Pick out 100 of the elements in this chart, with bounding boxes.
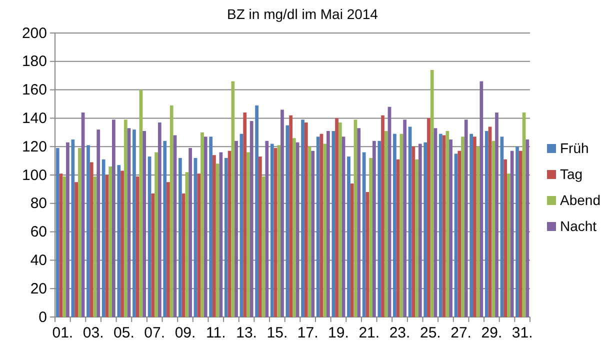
bar	[62, 176, 66, 317]
bar	[289, 115, 292, 317]
bar	[56, 148, 60, 317]
bar	[96, 130, 100, 317]
y-tick-label: 40	[30, 252, 47, 269]
bar	[250, 121, 254, 317]
bar	[418, 144, 422, 317]
x-tick-label: 05.	[114, 324, 134, 342]
bar	[154, 152, 158, 317]
x-tick-label: 01.	[52, 324, 74, 342]
bar	[301, 120, 304, 317]
bar	[518, 150, 522, 317]
bar	[188, 148, 192, 317]
bar	[136, 176, 140, 317]
legend-label: Abend	[560, 192, 600, 208]
x-tick-label: 25.	[420, 324, 441, 342]
bar	[347, 156, 350, 317]
bar	[66, 142, 70, 317]
bar	[393, 134, 396, 317]
bar	[369, 158, 372, 317]
bar	[185, 172, 189, 317]
bar	[326, 130, 330, 317]
bar	[357, 128, 361, 317]
bar	[484, 130, 488, 317]
bar	[212, 155, 216, 317]
x-tick-label: 09.	[174, 324, 196, 342]
bar	[510, 150, 514, 317]
bar	[231, 81, 235, 317]
x-tick-label: 11.	[206, 324, 226, 342]
x-tick-label: 19.	[328, 324, 349, 342]
legend-label: Nacht	[560, 218, 597, 234]
y-tick-label: 80	[30, 195, 47, 212]
bar	[71, 140, 75, 317]
bar	[427, 118, 430, 317]
bar	[265, 140, 269, 317]
bar	[255, 105, 258, 317]
bar	[74, 182, 78, 317]
y-tick-label: 0	[38, 308, 47, 326]
bar	[372, 140, 376, 317]
bar	[470, 134, 473, 317]
bar	[234, 140, 238, 317]
bar	[461, 136, 464, 317]
chart-title: BZ in mg/dl im Mai 2014	[227, 6, 378, 22]
bar	[132, 130, 136, 317]
bar	[170, 105, 174, 317]
bar	[158, 122, 162, 317]
bar	[90, 162, 94, 317]
bar	[151, 193, 155, 317]
y-tick-label: 160	[22, 82, 47, 99]
bar	[449, 140, 452, 317]
bar	[492, 140, 496, 317]
y-tick-label: 180	[22, 53, 47, 70]
bar	[396, 159, 400, 317]
bar	[142, 130, 146, 317]
bar	[384, 130, 388, 317]
bar	[504, 159, 508, 317]
bar	[258, 156, 262, 317]
bar	[112, 120, 116, 317]
bar	[277, 145, 281, 317]
bar	[366, 192, 370, 317]
bar	[316, 136, 320, 317]
bar	[526, 140, 530, 317]
bar	[430, 70, 434, 317]
bar	[403, 120, 406, 317]
bar	[120, 170, 124, 317]
bar	[412, 146, 416, 317]
bar	[350, 184, 354, 317]
bar	[243, 112, 247, 317]
bar	[166, 182, 170, 317]
bar	[480, 81, 484, 317]
y-tick-label: 120	[22, 138, 47, 156]
bar	[323, 144, 327, 317]
bar	[332, 130, 336, 317]
bar	[78, 148, 82, 317]
y-tick-label: 200	[22, 24, 47, 42]
legend-label: Früh	[560, 140, 589, 156]
x-tick-label: 07.	[144, 324, 166, 342]
bar	[246, 152, 250, 317]
x-tick-label: 13.	[236, 324, 257, 342]
bar	[209, 136, 213, 317]
x-tick-label: 21.	[358, 324, 380, 342]
bar	[216, 164, 220, 317]
bar	[415, 159, 418, 317]
bar	[292, 138, 296, 317]
bar	[204, 136, 208, 317]
y-tick-label: 20	[30, 280, 47, 298]
bar	[473, 136, 476, 317]
bar	[124, 120, 128, 317]
bar	[378, 140, 382, 317]
y-tick-label: 60	[30, 224, 47, 241]
bar	[200, 132, 204, 317]
bar	[495, 112, 498, 317]
bar	[516, 146, 519, 317]
bar	[163, 140, 167, 317]
x-tick-label: 17.	[297, 324, 318, 342]
bar	[280, 110, 284, 317]
x-tick-label: 23.	[389, 324, 410, 342]
bar	[108, 166, 112, 317]
bar	[338, 122, 342, 317]
bar	[270, 144, 274, 317]
